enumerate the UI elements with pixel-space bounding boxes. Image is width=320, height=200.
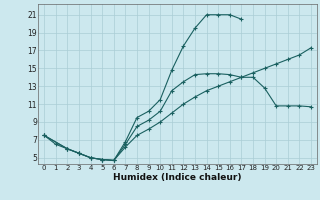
X-axis label: Humidex (Indice chaleur): Humidex (Indice chaleur): [113, 173, 242, 182]
